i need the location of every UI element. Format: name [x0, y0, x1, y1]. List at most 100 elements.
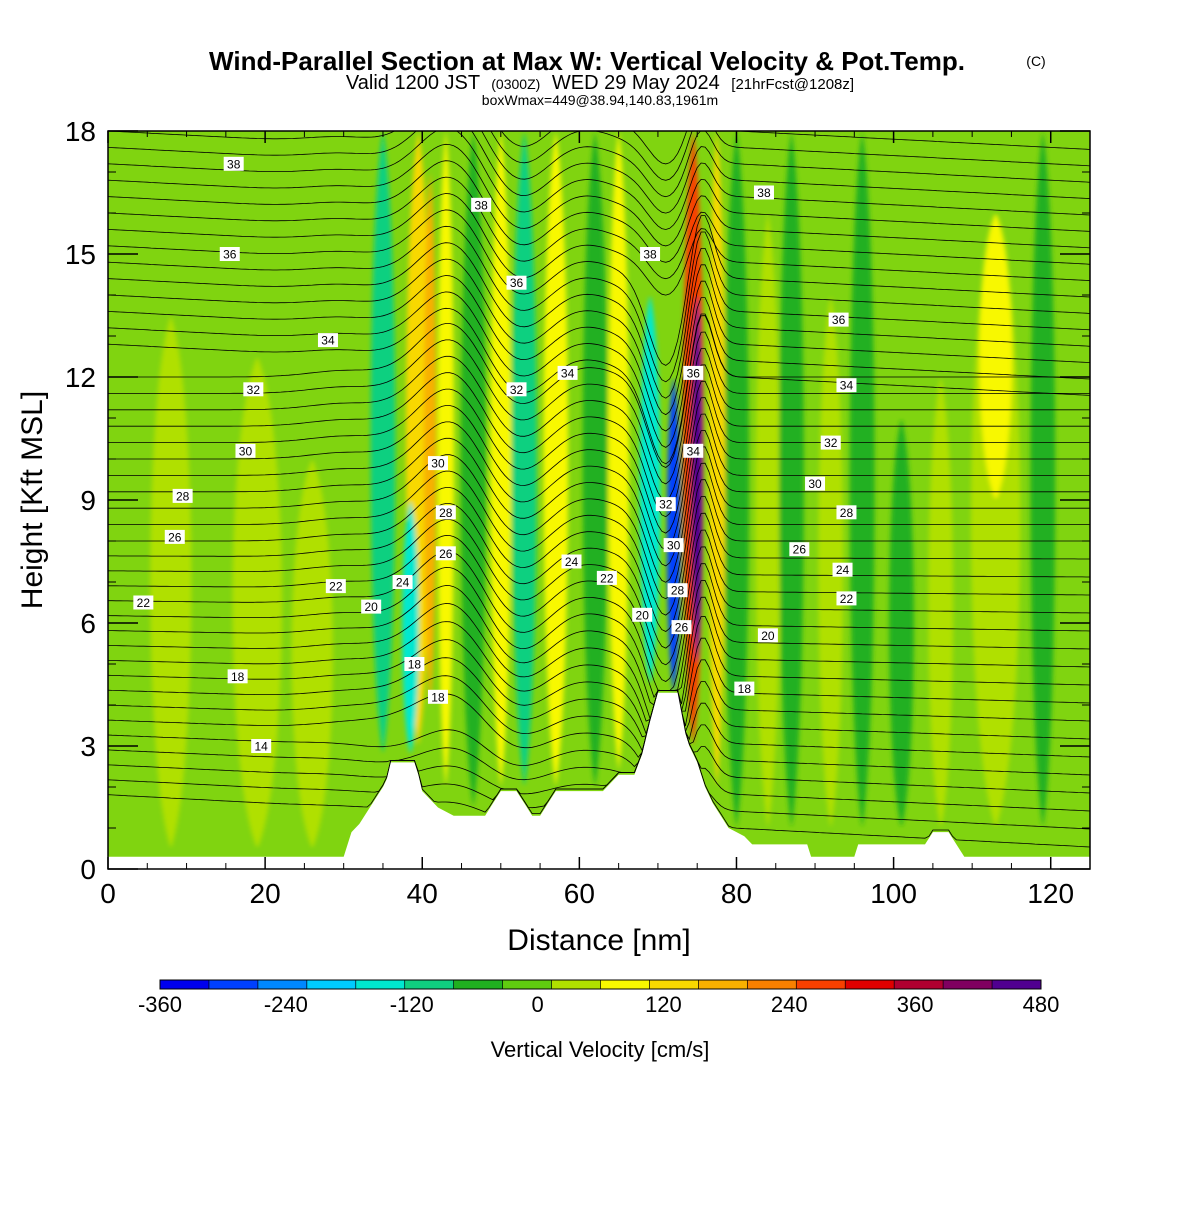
isentrope-3: [108, 690, 1090, 794]
w-feature-27: [667, 377, 681, 693]
contour-label-38: 18: [227, 669, 248, 684]
contour-label-42: 14: [251, 739, 272, 754]
w-feature-1: [150, 315, 192, 849]
copyright-mark: (C): [1026, 53, 1045, 69]
isentrope-10: [108, 596, 1090, 721]
svg-text:34: 34: [561, 366, 575, 380]
x-tick-label-3: 60: [564, 878, 595, 909]
svg-text:28: 28: [176, 489, 190, 503]
y-tick-label-3: 9: [80, 485, 96, 516]
colorbar-swatch-10: [649, 980, 699, 989]
x-tick-label-6: 120: [1027, 878, 1074, 909]
colorbar-tick-label-0: -360: [138, 992, 182, 1017]
w-feature-20: [979, 213, 1013, 500]
w-feature-19: [511, 131, 537, 787]
x-tick-label-1: 20: [250, 878, 281, 909]
y-tick-label-4: 12: [65, 362, 96, 393]
terrain: [108, 692, 1090, 869]
vertical-velocity-field: [150, 131, 1056, 849]
colorbar-swatch-16: [943, 980, 993, 989]
w-feature-9: [1030, 131, 1056, 828]
colorbar-swatch-13: [796, 980, 846, 989]
svg-text:24: 24: [565, 555, 579, 569]
svg-text:36: 36: [832, 313, 846, 327]
isentrope-35: [108, 193, 1090, 296]
w-feature-18: [370, 131, 396, 755]
y-tick-label-5: 15: [65, 239, 96, 270]
svg-text:20: 20: [761, 629, 775, 643]
w-feature-0: [291, 459, 333, 849]
isentrope-7: [108, 657, 1090, 738]
y-tick-label-0: 0: [80, 854, 96, 885]
svg-text:14: 14: [255, 740, 269, 754]
contour-label-16: 30: [235, 443, 256, 458]
svg-text:26: 26: [675, 621, 689, 635]
svg-text:24: 24: [836, 563, 850, 577]
isentrope-5: [108, 690, 1090, 758]
isentrope-13: [108, 546, 1090, 691]
colorbar-label: Vertical Velocity [cm/s]: [491, 1037, 710, 1062]
colorbar-swatch-6: [453, 980, 504, 989]
svg-text:36: 36: [223, 248, 237, 262]
isentrope-16: [108, 495, 1090, 649]
svg-text:30: 30: [808, 477, 822, 491]
colorbar-swatch-17: [992, 980, 1042, 989]
colorbar-swatch-8: [551, 980, 601, 989]
w-feature-12: [582, 131, 608, 787]
isentrope-12: [108, 563, 1090, 699]
colorbar-swatch-11: [698, 980, 748, 989]
x-tick-label-2: 40: [407, 878, 438, 909]
svg-text:38: 38: [643, 248, 657, 262]
isentrope-30: [108, 275, 1090, 432]
w-feature-17: [608, 131, 629, 771]
svg-text:38: 38: [757, 186, 771, 200]
y-tick-label-1: 3: [80, 731, 96, 762]
svg-text:32: 32: [659, 498, 673, 512]
isentrope-43: [500, 131, 1090, 165]
colorbar-swatch-5: [404, 980, 455, 989]
contour-label-20: 28: [172, 488, 193, 503]
w-feature-23: [402, 500, 419, 755]
contour-label-35: 20: [361, 599, 382, 614]
contour-label-3: 38: [753, 185, 774, 200]
w-feature-10: [724, 131, 749, 828]
svg-text:22: 22: [329, 580, 343, 594]
contour-label-6: 36: [683, 365, 704, 380]
colorbar-tick-label-7: 480: [1023, 992, 1060, 1017]
isentrope-11: [108, 579, 1090, 706]
svg-text:20: 20: [364, 600, 378, 614]
isentrope-21: [108, 413, 1090, 567]
svg-text:38: 38: [474, 198, 488, 212]
y-axis-label: Height [Kft MSL]: [16, 391, 49, 609]
svg-text:22: 22: [600, 571, 614, 585]
w-feature-5: [849, 131, 875, 828]
isentrope-18: [108, 462, 1090, 616]
valid-date: WED 29 May 2024: [552, 72, 720, 94]
contour-label-36: 20: [632, 607, 653, 622]
svg-text:32: 32: [824, 436, 838, 450]
contour-label-25: 26: [435, 546, 456, 561]
w-feature-6: [889, 418, 914, 828]
contour-label-15: 32: [820, 435, 841, 450]
svg-text:28: 28: [439, 506, 453, 520]
isentrope-33: [108, 225, 1090, 383]
contour-label-23: 28: [836, 505, 857, 520]
x-axis-label: Distance [nm]: [507, 924, 690, 957]
contour-label-30: 24: [832, 562, 853, 577]
colorbar-swatch-12: [747, 980, 797, 989]
potential-temperature-contours: [108, 131, 1090, 848]
isentrope-26: [108, 331, 1090, 485]
svg-text:36: 36: [510, 276, 524, 290]
isentrope-24: [108, 364, 1090, 518]
contour-label-21: 28: [435, 505, 456, 520]
contour-label-5: 36: [506, 275, 527, 290]
w-feature-13: [460, 131, 486, 808]
contour-label-26: 26: [671, 620, 692, 635]
svg-text:26: 26: [439, 547, 453, 561]
plot-area: 38 38 38 38 36 36 36 36 34 34 34 34 32 32 32 32 30 30 30 30…: [108, 131, 1090, 869]
contour-label-9: 34: [557, 365, 578, 380]
svg-text:34: 34: [687, 444, 701, 458]
svg-text:36: 36: [687, 366, 701, 380]
svg-text:30: 30: [239, 444, 253, 458]
colorbar: [159, 979, 1042, 990]
